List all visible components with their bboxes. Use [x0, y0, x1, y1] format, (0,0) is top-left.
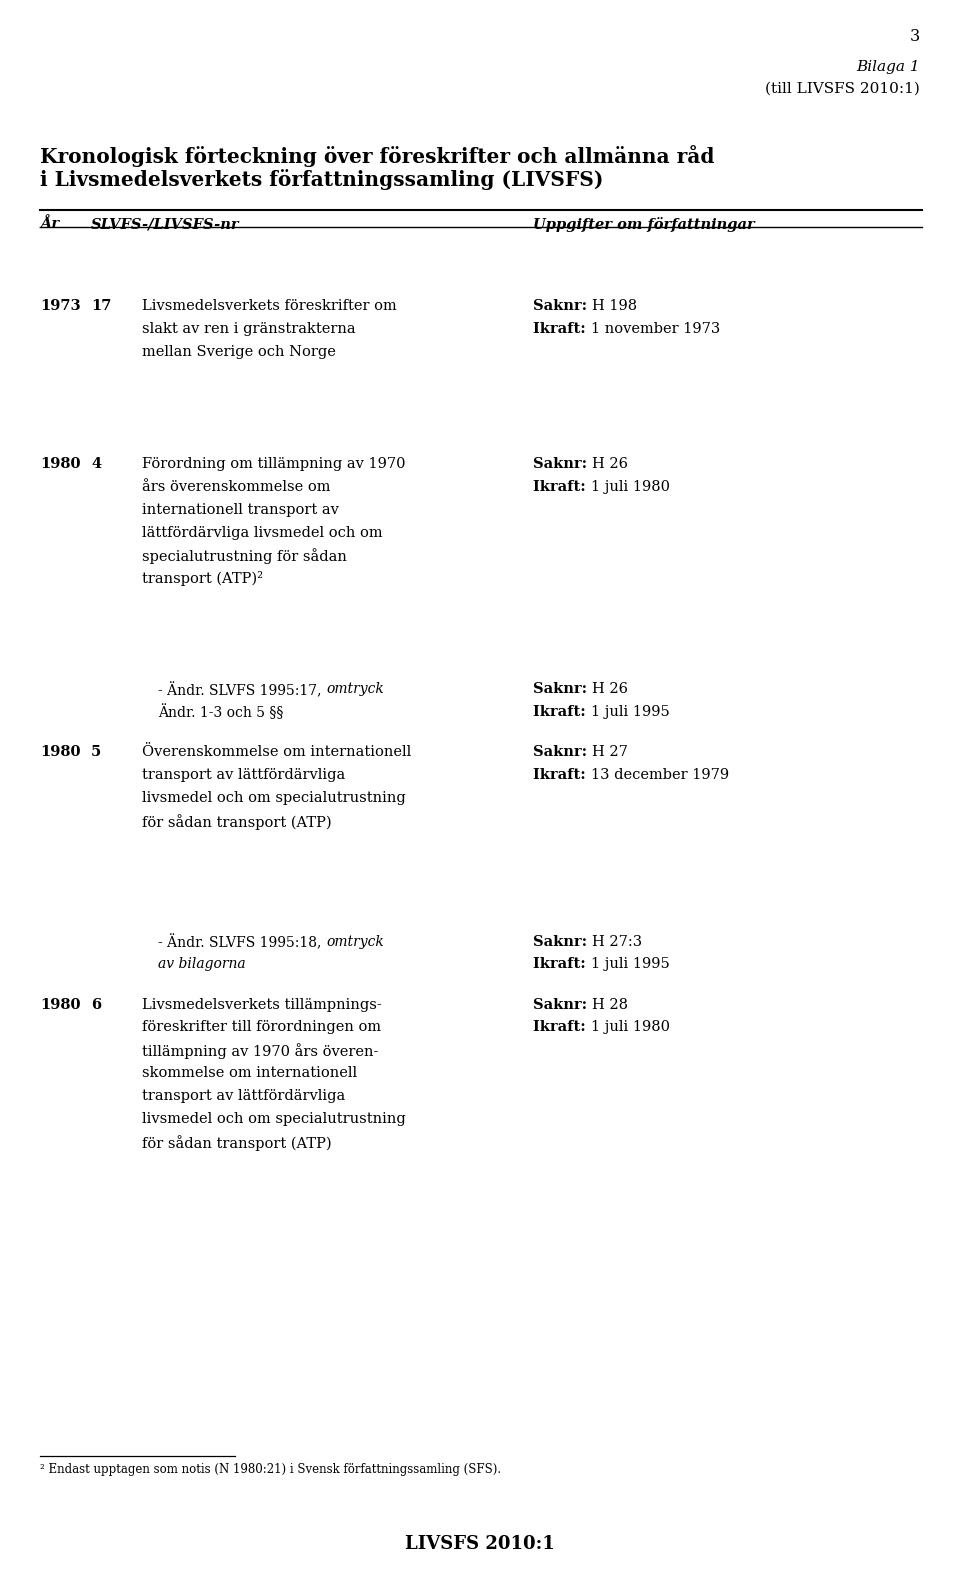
Text: 1980: 1980	[40, 745, 81, 760]
Text: (till LIVSFS 2010:1): (till LIVSFS 2010:1)	[765, 82, 920, 96]
Text: 1 juli 1980: 1 juli 1980	[590, 1021, 670, 1034]
Text: omtryck: omtryck	[326, 935, 384, 949]
Text: 1 november 1973: 1 november 1973	[590, 323, 720, 336]
Text: - Ändr. SLVFS 1995:17,: - Ändr. SLVFS 1995:17,	[158, 682, 326, 698]
Text: 5: 5	[91, 745, 102, 760]
Text: omtryck: omtryck	[326, 682, 384, 697]
Text: Förordning om tillämpning av 1970: Förordning om tillämpning av 1970	[142, 457, 405, 471]
Text: H 26: H 26	[592, 457, 628, 471]
Text: Kronologisk förteckning över föreskrifter och allmänna råd: Kronologisk förteckning över föreskrifte…	[40, 145, 715, 167]
Text: SLVFS-/LIVSFS-nr: SLVFS-/LIVSFS-nr	[91, 217, 240, 232]
Text: 1 juli 1995: 1 juli 1995	[590, 706, 669, 719]
Text: Ikraft:: Ikraft:	[533, 481, 590, 493]
Text: Saknr:: Saknr:	[533, 745, 592, 760]
Text: ² Endast upptagen som notis (N 1980:21) i Svensk författningssamling (SFS).: ² Endast upptagen som notis (N 1980:21) …	[40, 1463, 501, 1475]
Text: slakt av ren i gränstrakterna: slakt av ren i gränstrakterna	[142, 323, 356, 336]
Text: Livsmedelsverkets tillämpnings-: Livsmedelsverkets tillämpnings-	[142, 998, 382, 1012]
Text: transport av lättfördärvliga: transport av lättfördärvliga	[142, 768, 346, 782]
Text: Överenskommelse om internationell: Överenskommelse om internationell	[142, 745, 411, 760]
Text: H 28: H 28	[592, 998, 628, 1012]
Text: livsmedel och om specialutrustning: livsmedel och om specialutrustning	[142, 791, 406, 805]
Text: 1 juli 1980: 1 juli 1980	[590, 481, 670, 493]
Text: internationell transport av: internationell transport av	[142, 503, 339, 517]
Text: mellan Sverige och Norge: mellan Sverige och Norge	[142, 345, 336, 359]
Text: Saknr:: Saknr:	[533, 457, 592, 471]
Text: 1980: 1980	[40, 457, 81, 471]
Text: Ikraft:: Ikraft:	[533, 706, 590, 719]
Text: H 27:3: H 27:3	[592, 935, 642, 949]
Text: Bilaga 1: Bilaga 1	[856, 60, 920, 74]
Text: H 198: H 198	[592, 299, 637, 314]
Text: 6: 6	[91, 998, 102, 1012]
Text: Ikraft:: Ikraft:	[533, 1021, 590, 1034]
Text: 1980: 1980	[40, 998, 81, 1012]
Text: i Livsmedelsverkets författningssamling (LIVSFS): i Livsmedelsverkets författningssamling …	[40, 169, 604, 189]
Text: 4: 4	[91, 457, 102, 471]
Text: skommelse om internationell: skommelse om internationell	[142, 1065, 357, 1080]
Text: lättfördärvliga livsmedel och om: lättfördärvliga livsmedel och om	[142, 526, 383, 539]
Text: H 26: H 26	[592, 682, 628, 697]
Text: - Ändr. SLVFS 1995:18,: - Ändr. SLVFS 1995:18,	[158, 935, 326, 950]
Text: Uppgifter om författningar: Uppgifter om författningar	[533, 217, 755, 233]
Text: tillämpning av 1970 års överen-: tillämpning av 1970 års överen-	[142, 1043, 378, 1059]
Text: transport (ATP)²: transport (ATP)²	[142, 572, 263, 586]
Text: 1 juli 1995: 1 juli 1995	[590, 958, 669, 971]
Text: Saknr:: Saknr:	[533, 682, 592, 697]
Text: LIVSFS 2010:1: LIVSFS 2010:1	[405, 1535, 555, 1552]
Text: Saknr:: Saknr:	[533, 299, 592, 314]
Text: föreskrifter till förordningen om: föreskrifter till förordningen om	[142, 1021, 381, 1034]
Text: Ikraft:: Ikraft:	[533, 323, 590, 336]
Text: livsmedel och om specialutrustning: livsmedel och om specialutrustning	[142, 1113, 406, 1125]
Text: Ikraft:: Ikraft:	[533, 768, 590, 782]
Text: för sådan transport (ATP): för sådan transport (ATP)	[142, 1135, 332, 1150]
Text: Ändr. 1-3 och 5 §§: Ändr. 1-3 och 5 §§	[158, 704, 284, 720]
Text: 1973: 1973	[40, 299, 81, 314]
Text: H 27: H 27	[592, 745, 628, 760]
Text: Livsmedelsverkets föreskrifter om: Livsmedelsverkets föreskrifter om	[142, 299, 396, 314]
Text: års överenskommelse om: års överenskommelse om	[142, 481, 330, 493]
Text: Saknr:: Saknr:	[533, 998, 592, 1012]
Text: 13 december 1979: 13 december 1979	[590, 768, 729, 782]
Text: Ikraft:: Ikraft:	[533, 958, 590, 971]
Text: 3: 3	[909, 28, 920, 46]
Text: för sådan transport (ATP): för sådan transport (ATP)	[142, 813, 332, 831]
Text: År: År	[40, 217, 60, 232]
Text: 17: 17	[91, 299, 111, 314]
Text: transport av lättfördärvliga: transport av lättfördärvliga	[142, 1089, 346, 1103]
Text: av bilagorna: av bilagorna	[158, 957, 246, 971]
Text: specialutrustning för sådan: specialutrustning för sådan	[142, 548, 347, 564]
Text: Saknr:: Saknr:	[533, 935, 592, 949]
